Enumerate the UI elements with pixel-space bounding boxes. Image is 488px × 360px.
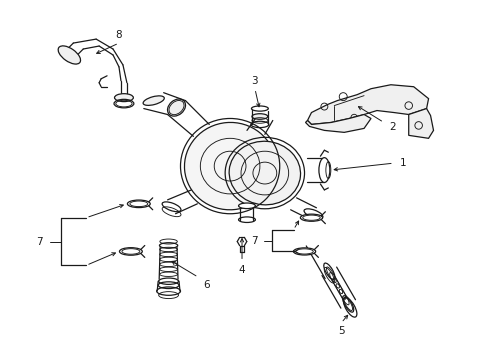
Ellipse shape — [293, 248, 315, 255]
Ellipse shape — [162, 202, 181, 212]
Ellipse shape — [127, 200, 150, 208]
Text: 2: 2 — [389, 122, 395, 132]
Ellipse shape — [251, 114, 267, 119]
Ellipse shape — [318, 158, 329, 183]
Text: 8: 8 — [116, 30, 122, 40]
Text: 3: 3 — [251, 76, 258, 86]
Ellipse shape — [143, 96, 164, 105]
Text: 7: 7 — [36, 237, 43, 247]
Ellipse shape — [114, 94, 133, 102]
Ellipse shape — [167, 99, 185, 116]
Polygon shape — [305, 114, 370, 132]
Polygon shape — [307, 85, 427, 125]
Ellipse shape — [184, 122, 275, 210]
Ellipse shape — [58, 46, 81, 64]
Ellipse shape — [119, 248, 142, 255]
Text: 7: 7 — [251, 235, 258, 246]
Text: 4: 4 — [238, 265, 245, 275]
Ellipse shape — [229, 141, 300, 205]
Ellipse shape — [238, 203, 255, 208]
Text: 6: 6 — [203, 280, 209, 290]
Polygon shape — [408, 109, 433, 138]
Ellipse shape — [300, 214, 322, 221]
Ellipse shape — [304, 209, 322, 219]
Text: 5: 5 — [337, 326, 344, 336]
Text: 1: 1 — [399, 158, 405, 168]
Ellipse shape — [251, 106, 268, 111]
